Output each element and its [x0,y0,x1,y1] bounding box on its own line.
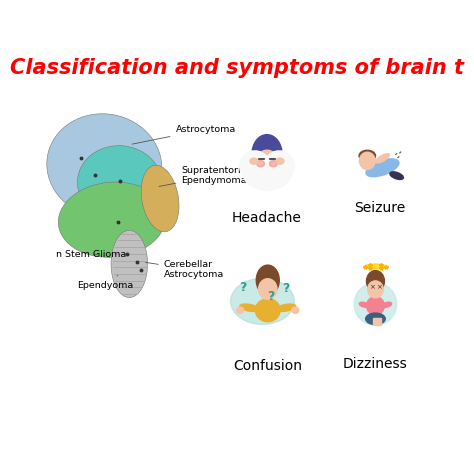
Ellipse shape [250,158,258,164]
Ellipse shape [255,150,279,176]
Ellipse shape [365,313,385,325]
Ellipse shape [359,152,375,170]
Text: n Stem Glioma: n Stem Glioma [56,250,127,259]
Ellipse shape [354,283,397,325]
Ellipse shape [276,158,284,164]
Ellipse shape [141,165,179,232]
Ellipse shape [77,146,162,221]
Text: ?: ? [268,290,275,302]
FancyArrowPatch shape [255,166,259,173]
Ellipse shape [256,265,279,295]
Text: Dizziness: Dizziness [343,357,408,371]
Text: ×: × [369,284,374,290]
Ellipse shape [58,182,166,257]
Text: Confusion: Confusion [233,359,302,373]
Ellipse shape [257,161,264,167]
Ellipse shape [252,135,282,173]
Text: Ependyoma: Ependyoma [77,275,134,290]
Ellipse shape [111,230,147,298]
Ellipse shape [382,302,392,307]
Ellipse shape [276,304,296,311]
Ellipse shape [231,278,294,324]
Ellipse shape [359,150,375,161]
Ellipse shape [240,304,259,311]
Ellipse shape [258,279,277,299]
Ellipse shape [255,299,280,322]
Ellipse shape [359,302,369,307]
Text: Astrocytoma: Astrocytoma [132,125,236,144]
Text: Cerebellar
Astrocytoma: Cerebellar Astrocytoma [146,260,224,279]
Text: ?: ? [239,281,246,294]
FancyArrowPatch shape [275,166,279,173]
Text: Seizure: Seizure [354,201,405,215]
Ellipse shape [292,307,299,313]
Ellipse shape [237,307,244,313]
Ellipse shape [365,264,386,269]
Text: Classification and symptoms of brain t: Classification and symptoms of brain t [10,58,464,78]
Text: ?: ? [282,283,289,295]
Ellipse shape [390,172,403,180]
Bar [374,318,377,325]
Ellipse shape [251,171,283,191]
Ellipse shape [47,114,162,218]
Text: Supratentorial
Ependymoma: Supratentorial Ependymoma [159,166,249,186]
Ellipse shape [366,159,399,177]
Ellipse shape [270,161,277,167]
Text: Headache: Headache [232,211,302,225]
Ellipse shape [366,271,384,292]
Bar [377,318,381,325]
Ellipse shape [366,297,384,315]
Ellipse shape [375,154,390,163]
Ellipse shape [368,281,383,298]
Text: ×: × [376,284,383,290]
